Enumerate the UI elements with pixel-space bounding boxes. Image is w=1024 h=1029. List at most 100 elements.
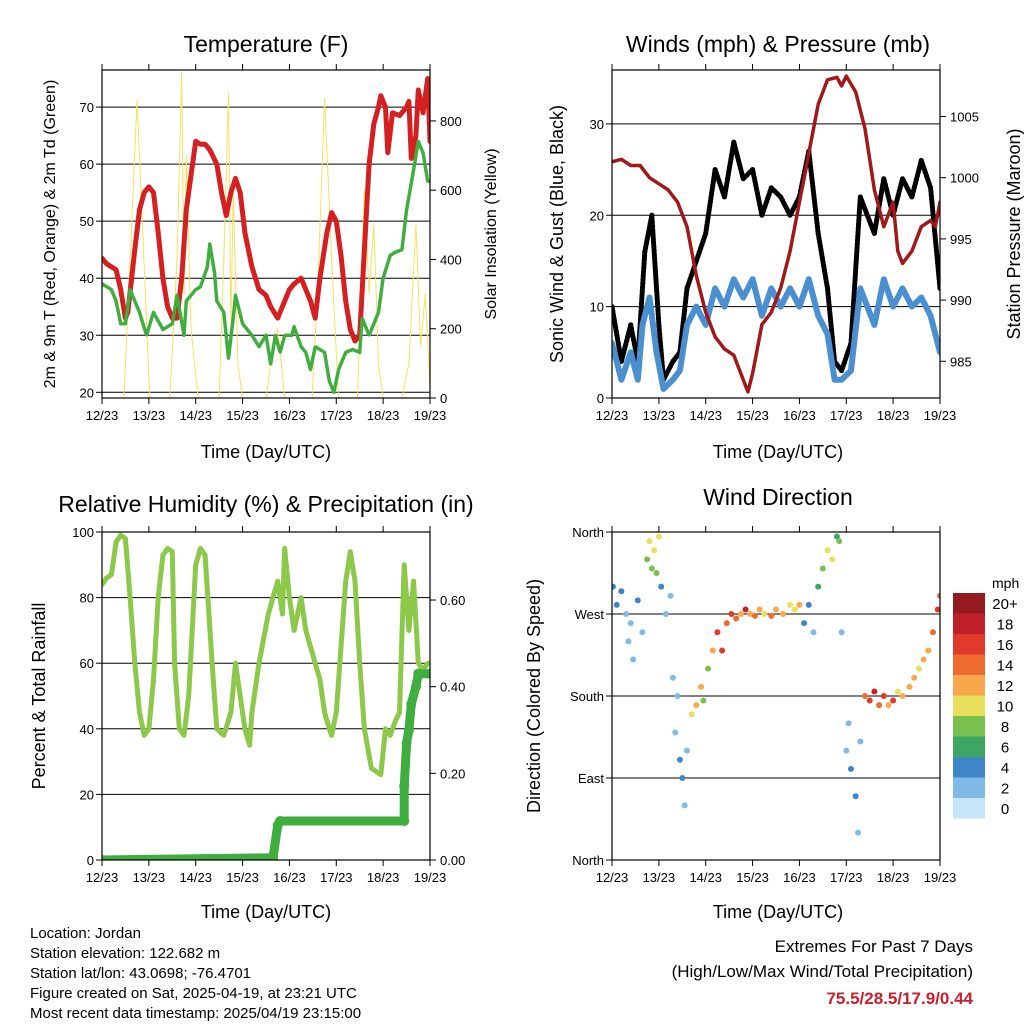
wind-direction-point: [911, 674, 918, 681]
wind-direction-point: [855, 829, 861, 836]
wind-direction-point: [838, 629, 845, 636]
total-precipitation-point: [102, 855, 107, 860]
y2-tick-label: 0.00: [440, 853, 465, 868]
wind-direction-point: [630, 656, 637, 663]
temperature-xlabel: Time (Day/UTC): [201, 442, 331, 462]
wind-direction-point: [737, 611, 744, 617]
wind-direction-point: [852, 793, 859, 800]
x-tick-label: 14/23: [689, 408, 722, 423]
wind-direction-point: [773, 606, 779, 613]
wind-direction-point: [742, 606, 749, 613]
wind-direction-point: [644, 556, 651, 563]
gust-point: [918, 157, 924, 163]
wind_direction-plot-frame: [611, 531, 941, 861]
wind-direction-point: [824, 547, 831, 554]
wind-direction-point: [756, 606, 763, 613]
gust-point: [778, 194, 784, 200]
temperature-title: Temperature (F): [184, 31, 349, 57]
temperature-plot-frame: [101, 69, 431, 399]
wind-direction-point: [751, 612, 758, 619]
y2-tick-label: 400: [440, 252, 462, 267]
colorbar-label: 0: [1001, 801, 1009, 818]
gust-point: [703, 231, 709, 237]
x-tick-label: 19/23: [414, 408, 447, 423]
y-tick-label: East: [578, 771, 604, 786]
humidity-title: Relative Humidity (%) & Precipitation (i…: [58, 491, 473, 517]
wind-direction-point: [791, 606, 798, 613]
wind-direction-point: [639, 629, 646, 636]
gust-point: [900, 176, 906, 182]
wind-direction-point: [925, 647, 932, 654]
gust-point: [928, 185, 934, 191]
gust-point: [759, 212, 765, 218]
x-tick-label: 18/23: [367, 870, 400, 885]
colorbar-label: 20+: [992, 596, 1018, 613]
wind-direction-point: [627, 620, 634, 627]
x-tick-label: 18/23: [877, 408, 910, 423]
total-precipitation-point: [413, 668, 424, 679]
wind-direction-point: [937, 592, 940, 599]
wind-direction-point: [843, 747, 850, 754]
wind-direction-point: [761, 611, 768, 617]
wind-direction-point: [899, 693, 906, 699]
temperature-y2label: Solar Insolation (Yellow): [483, 148, 500, 319]
x-tick-label: 15/23: [226, 408, 259, 423]
wind-direction-point: [613, 601, 620, 608]
extremes-title: Extremes For Past 7 Days: [775, 937, 973, 956]
y-tick-label: 0: [87, 853, 94, 868]
wind_direction-panel: North East South West North 12/23 13/23 14/23 15…: [570, 525, 956, 885]
y-tick-label: 60: [80, 157, 94, 172]
total-precipitation-point: [425, 668, 430, 679]
y2-tick-label: 800: [440, 114, 462, 129]
gust-point: [649, 212, 655, 218]
x-tick-label: 13/23: [133, 408, 166, 423]
x-tick-label: 12/23: [596, 408, 629, 423]
station-pressure-line: [612, 74, 940, 394]
wind-direction-point: [612, 583, 616, 590]
gust-point: [825, 285, 831, 291]
x-tick-label: 18/23: [367, 408, 400, 423]
wind-direction-point: [693, 702, 700, 709]
wind-direction-point: [669, 674, 676, 681]
y2-tick-label: 995: [950, 232, 972, 247]
wind-direction-point: [683, 747, 690, 754]
colorbar-swatch: [953, 716, 985, 737]
y-tick-label: 100: [72, 525, 94, 540]
x-tick-label: 13/23: [643, 408, 676, 423]
winds-panel: 0 10 20 30 985 990 995 1000 1005 12/23 13/23 14/23 1…: [590, 64, 979, 423]
colorbar-swatch: [953, 736, 985, 757]
x-tick-label: 17/23: [830, 408, 863, 423]
y-tick-label: 30: [80, 328, 94, 343]
wind-direction-point: [648, 565, 655, 572]
wind-direction-point: [906, 683, 913, 690]
y-tick-label: West: [575, 607, 605, 622]
wind-direction-point: [871, 688, 878, 695]
y2-tick-label: 990: [950, 293, 972, 308]
wind-direction-point: [836, 538, 843, 545]
footer-location: Location: Jordan: [30, 925, 141, 942]
gust-point: [618, 358, 624, 364]
gust-point: [750, 167, 756, 173]
wind-direction-xlabel: Time (Day/UTC): [713, 902, 843, 922]
y2-tick-label: 0: [440, 391, 447, 406]
total-precipitation-point: [399, 816, 410, 827]
wind-direction-point: [733, 615, 740, 622]
y-tick-label: North: [572, 853, 604, 868]
gust-point: [642, 249, 648, 255]
y2-tick-label: 985: [950, 354, 972, 369]
wind-direction-point: [658, 583, 665, 590]
y-tick-label: 10: [590, 300, 604, 315]
gust-point: [937, 285, 940, 291]
total-precipitation-point: [410, 681, 421, 692]
x-tick-label: 14/23: [179, 870, 212, 885]
wind-direction-point: [700, 697, 707, 704]
footer-latlon: Station lat/lon: 43.0698; -76.4701: [30, 965, 251, 982]
wind-direction-point: [653, 570, 660, 576]
colorbar-label: 16: [997, 637, 1014, 654]
wind-direction-point: [876, 702, 883, 709]
winds-title: Winds (mph) & Pressure (mb): [626, 31, 930, 57]
humidity-xlabel: Time (Day/UTC): [201, 902, 331, 922]
colorbar-title: mph: [992, 575, 1019, 591]
winds-ylabel: Sonic Wind & Gust (Blue, Black): [547, 105, 567, 363]
y2-tick-label: 0.20: [440, 766, 465, 781]
